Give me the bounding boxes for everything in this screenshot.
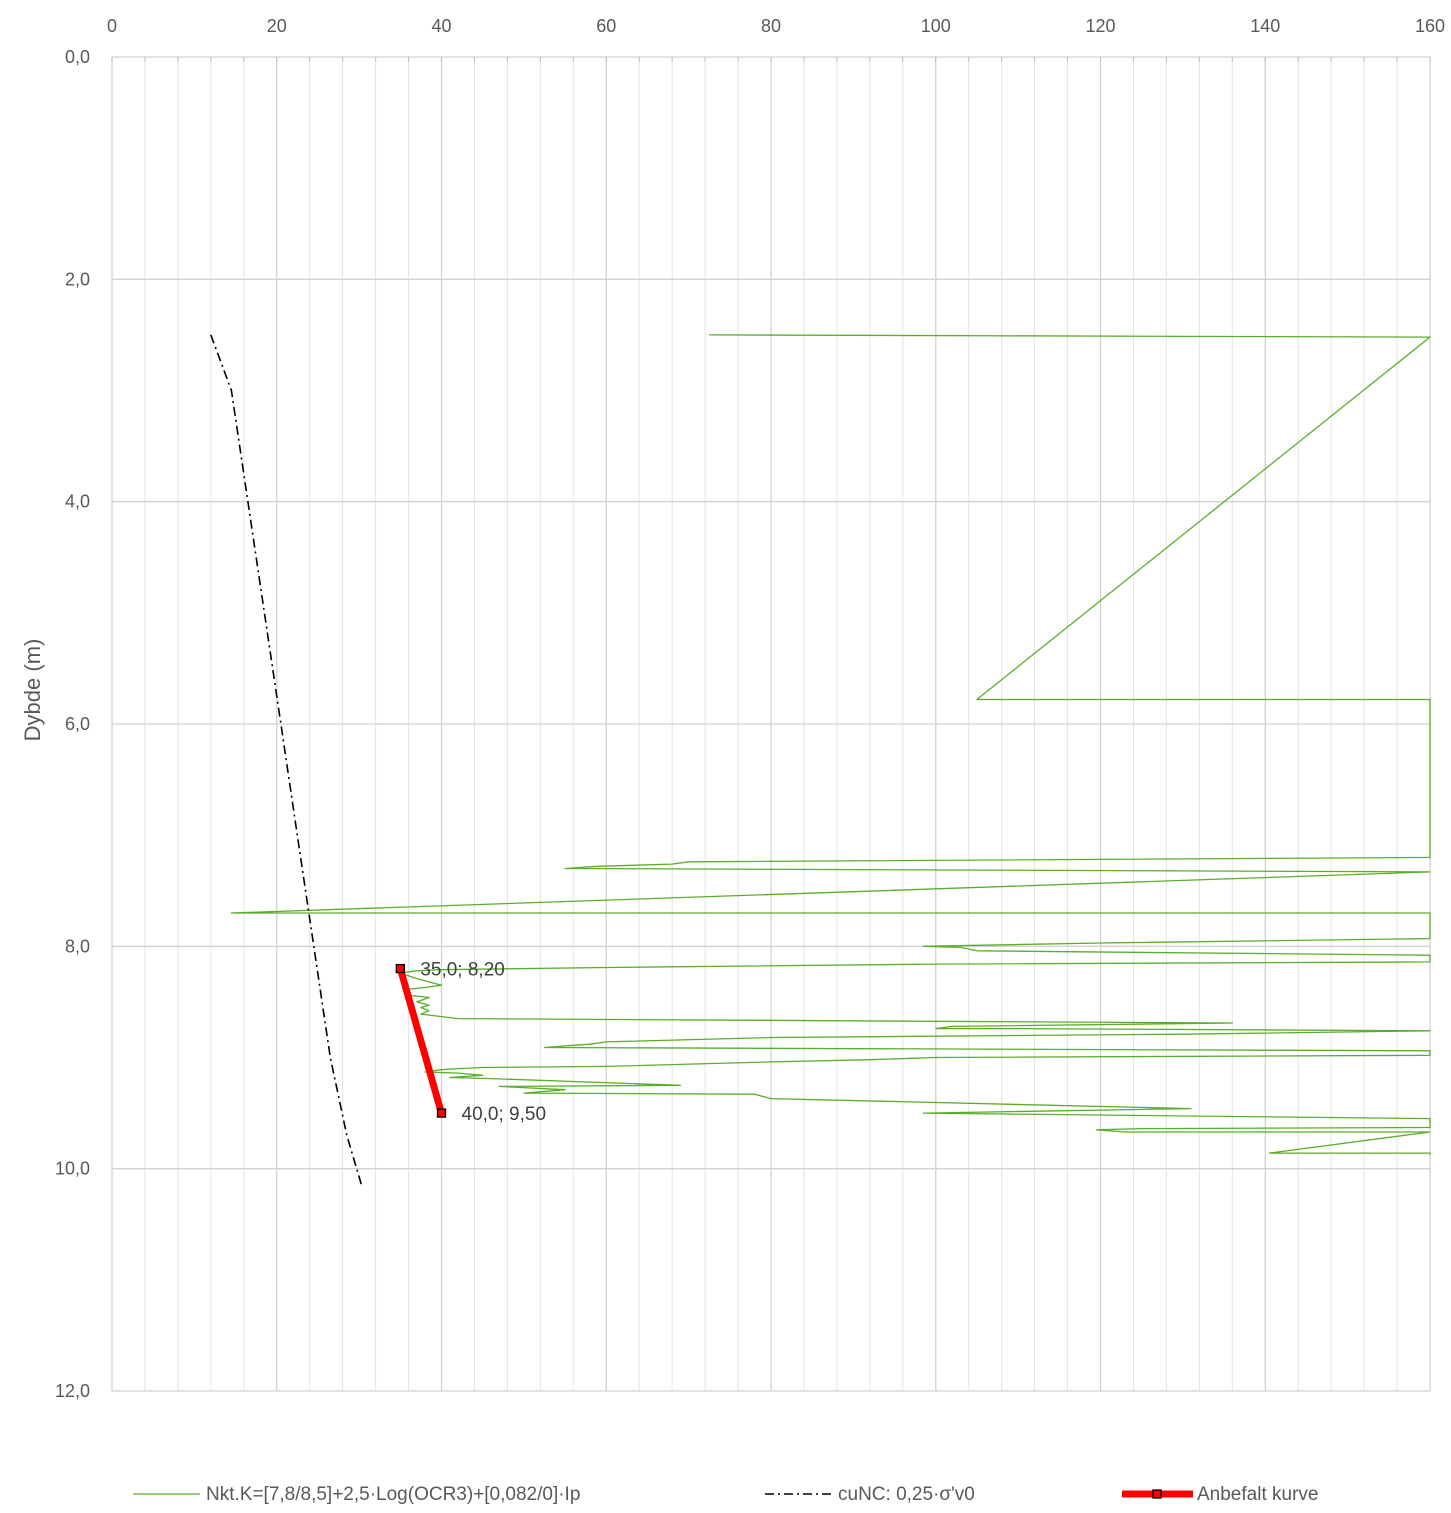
legend-label-cunc: cuNC: 0,25·σ'v0	[838, 1484, 975, 1505]
major-gridlines	[111, 56, 1431, 1392]
x-tick-label: 140	[1250, 16, 1280, 36]
legend-label-anbefalt: Anbefalt kurve	[1197, 1484, 1318, 1505]
legend-label-nkt: Nkt.K=[7,8/8,5]+2,5·Log(OCR3)+[0,082/0]·…	[206, 1484, 580, 1505]
x-tick-label: 80	[761, 16, 781, 36]
series-nkt-line	[230, 334, 1431, 1156]
y-tick-label: 8,0	[65, 936, 90, 956]
legend: Nkt.K=[7,8/8,5]+2,5·Log(OCR3)+[0,082/0]·…	[133, 1484, 1318, 1505]
anbefalt-point-label: 40,0; 9,50	[462, 1104, 547, 1125]
series-layer: 35,0; 8,20 40,0; 9,50	[210, 334, 1431, 1186]
y-tick-label: 12,0	[55, 1381, 90, 1401]
x-tick-label: 20	[267, 16, 287, 36]
y-tick-labels: 0,0 2,0 4,0 6,0 8,0 10,0 12,0	[55, 47, 90, 1401]
x-tick-label: 100	[921, 16, 951, 36]
x-tick-labels: 0 20 40 60 80 100 120 140 160	[107, 16, 1445, 36]
y-tick-label: 6,0	[65, 714, 90, 734]
anbefalt-marker	[395, 963, 405, 974]
x-tick-label: 120	[1085, 16, 1115, 36]
legend-marker-anbefalt	[1152, 1489, 1162, 1499]
anbefalt-marker	[436, 1108, 447, 1118]
series-anbefalt-line	[396, 967, 445, 1115]
y-tick-label: 4,0	[65, 492, 90, 512]
x-tick-label: 0	[107, 16, 117, 36]
y-axis-title: Dybde (m)	[20, 639, 45, 742]
anbefalt-point-label: 35,0; 8,20	[420, 960, 505, 981]
x-tick-label: 40	[431, 16, 451, 36]
x-tick-label: 160	[1415, 16, 1445, 36]
y-tick-label: 10,0	[55, 1159, 90, 1179]
y-tick-label: 2,0	[65, 269, 90, 289]
series-cunc-line	[210, 334, 363, 1186]
x-tick-label: 60	[596, 16, 616, 36]
y-tick-label: 0,0	[65, 47, 90, 67]
